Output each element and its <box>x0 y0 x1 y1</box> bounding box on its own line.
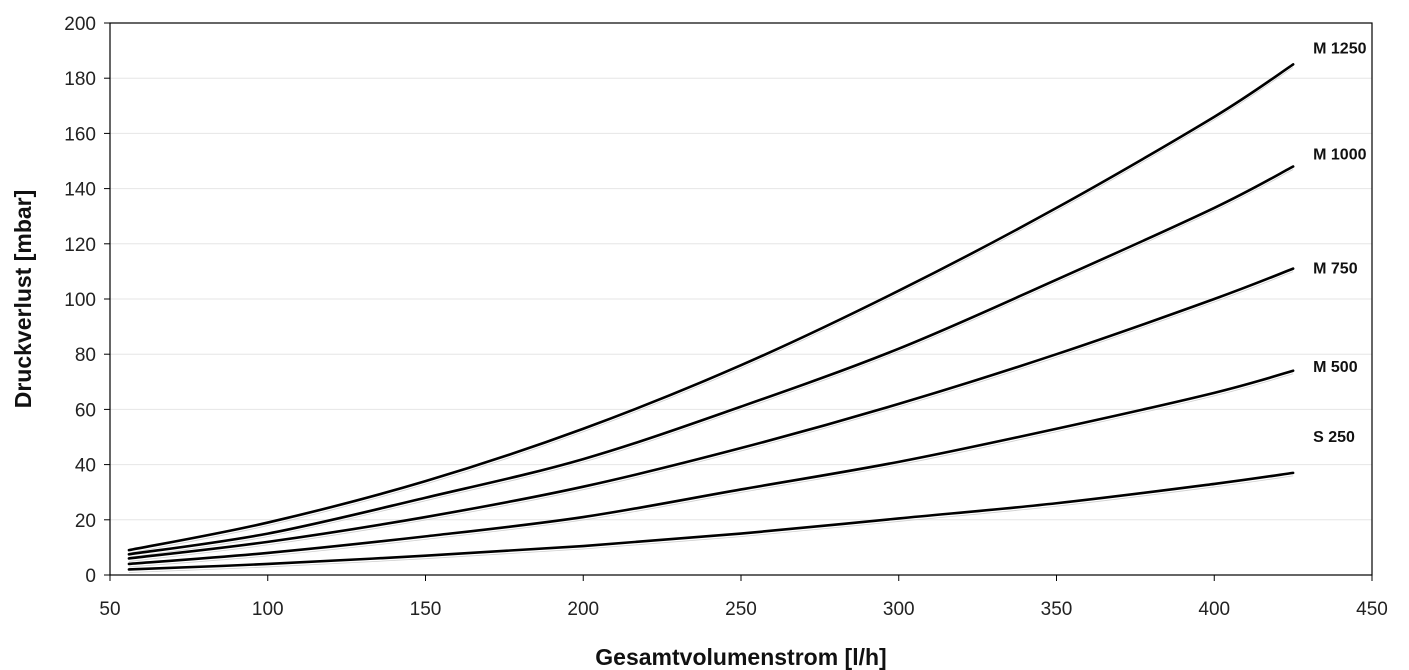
x-tick-label: 150 <box>410 599 442 620</box>
y-tick-label: 20 <box>75 511 96 532</box>
series-labels: M 1250 M 1000 M 750 M 500 S 250 <box>1313 40 1366 445</box>
x-axis-title: Gesamtvolumenstrom [l/h] <box>595 644 886 670</box>
series-lines <box>127 63 1295 573</box>
y-tick-label: 200 <box>64 14 96 35</box>
x-tick-label: 250 <box>725 599 757 620</box>
x-tick-label: 300 <box>883 599 915 620</box>
y-tick-label: 140 <box>64 180 96 201</box>
y-tick-label: 100 <box>64 290 96 311</box>
series-shadow-m-1000 <box>128 169 1294 558</box>
x-tick-label: 400 <box>1198 599 1230 620</box>
series-line-m-750 <box>127 267 1295 560</box>
series-line-s-250 <box>127 471 1295 571</box>
series-label-s-250: S 250 <box>1313 429 1355 446</box>
series-shadow-m-500 <box>128 373 1294 568</box>
x-tick-label: 50 <box>99 599 120 620</box>
series-shadow-m-1250 <box>128 67 1294 554</box>
y-tick-label: 180 <box>64 69 96 90</box>
y-tick-label: 120 <box>64 235 96 256</box>
y-tick-label: 0 <box>85 566 96 587</box>
series-line-m-500 <box>127 369 1295 566</box>
y-tick-label: 40 <box>75 456 96 477</box>
series-line-m-1000 <box>127 165 1295 556</box>
y-tick-label: 80 <box>75 345 96 366</box>
series-label-m-750: M 750 <box>1313 261 1358 278</box>
y-tick-label: 60 <box>75 400 96 421</box>
series-shadow-s-250 <box>128 475 1294 573</box>
series-label-m-1000: M 1000 <box>1313 147 1366 164</box>
axis-ticks: 0 20 40 60 80 100 120 140 160 180 200 50 100 150 200 25… <box>64 14 1388 620</box>
series-label-m-500: M 500 <box>1313 359 1358 376</box>
x-tick-label: 200 <box>567 599 599 620</box>
series-line-m-1250 <box>127 63 1295 552</box>
x-tick-label: 450 <box>1356 599 1388 620</box>
x-tick-label: 100 <box>252 599 284 620</box>
y-tick-label: 160 <box>64 124 96 145</box>
series-label-m-1250: M 1250 <box>1313 40 1366 57</box>
y-axis-title: Druckverlust [mbar] <box>10 190 36 409</box>
series-shadow-m-750 <box>128 271 1294 562</box>
x-tick-label: 350 <box>1041 599 1073 620</box>
